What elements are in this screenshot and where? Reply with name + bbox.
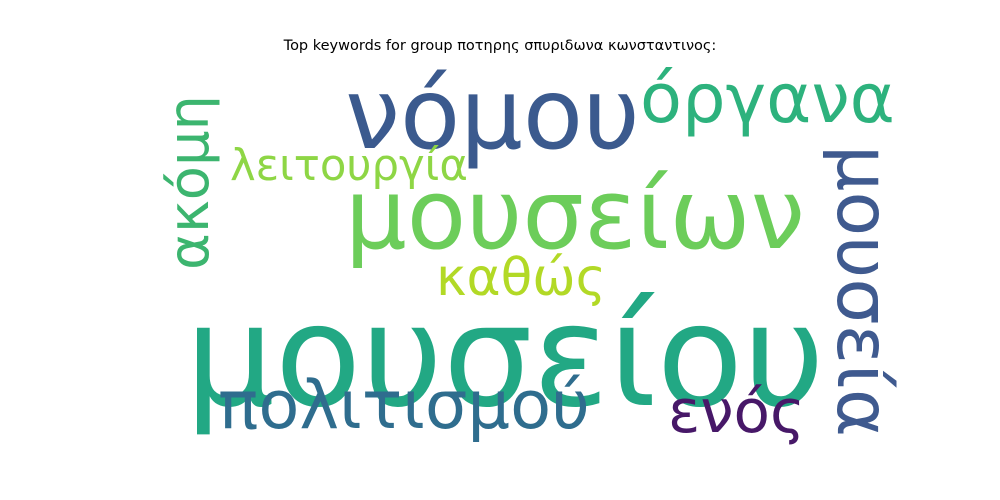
word-8: ενός xyxy=(668,378,805,447)
chart-title: Top keywords for group ποτηρης σπυριδωνα… xyxy=(283,38,717,54)
word-6: πολιτισμού xyxy=(218,366,590,444)
word-7: ακόμη xyxy=(157,95,222,270)
word-2: νόμου xyxy=(345,58,640,172)
word-9: καθώς xyxy=(436,248,606,308)
word-3: μουσείων xyxy=(345,158,805,271)
word-4: όργανα xyxy=(640,59,895,139)
word-5: μουσεία xyxy=(820,145,905,437)
word-1: μουσείου xyxy=(185,275,825,439)
word-10: λειτουργία xyxy=(230,141,468,191)
